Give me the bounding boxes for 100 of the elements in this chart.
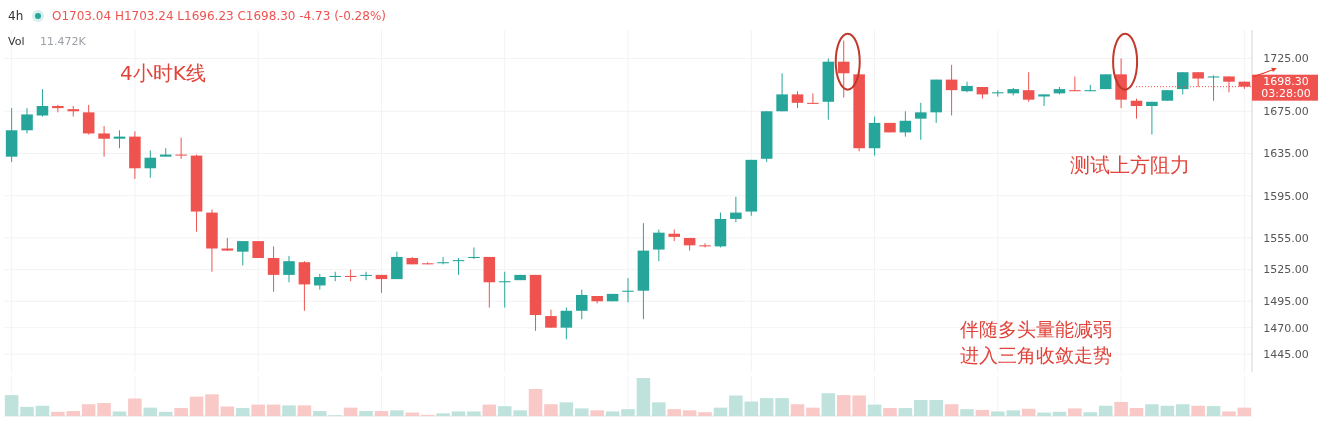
bar	[343, 407, 358, 416]
candlestick	[1176, 71, 1189, 95]
bar	[1129, 408, 1144, 416]
bar	[1037, 412, 1051, 416]
candlestick	[298, 260, 311, 312]
bar	[806, 407, 820, 416]
candlestick	[144, 149, 157, 179]
bar	[883, 408, 897, 416]
bar	[220, 406, 235, 416]
bar	[713, 407, 728, 416]
candlestick	[1022, 71, 1035, 103]
y-tick-label: 1555.00	[1263, 231, 1309, 245]
y-tick-label: 1495.00	[1263, 295, 1309, 309]
candlestick	[52, 104, 64, 113]
bar	[297, 405, 312, 416]
bar	[1206, 406, 1221, 416]
bar	[112, 411, 127, 416]
candlestick	[452, 257, 465, 276]
candlestick	[468, 246, 480, 260]
candlestick	[391, 251, 403, 280]
candlestick	[82, 104, 95, 135]
bar	[1175, 404, 1190, 416]
bar	[652, 402, 666, 416]
bar	[4, 395, 19, 416]
bar	[1145, 404, 1159, 416]
annotation: 伴随多头量能减弱	[960, 318, 1112, 340]
bar	[574, 408, 589, 416]
y-tick-label: 1635.00	[1263, 147, 1309, 161]
chart-title: 4h	[8, 9, 24, 23]
annotation: Vol	[8, 35, 25, 48]
bar	[698, 412, 712, 416]
candlestick	[36, 88, 49, 118]
bar	[20, 406, 34, 416]
bar	[282, 405, 296, 416]
y-tick-label: 1445.00	[1263, 347, 1309, 361]
bar	[1114, 401, 1128, 416]
bar	[436, 413, 450, 416]
bar	[143, 407, 158, 416]
bar	[775, 398, 789, 416]
bar	[621, 409, 635, 416]
bar	[128, 398, 142, 416]
candlestick	[560, 307, 573, 340]
candlestick	[945, 64, 958, 116]
y-tick-label: 1470.00	[1263, 321, 1309, 335]
bar	[1098, 405, 1113, 416]
y-tick-label: 1725.00	[1263, 52, 1309, 66]
bar	[759, 398, 774, 416]
candlestick	[98, 125, 110, 158]
annotation: 11.472K	[40, 35, 87, 48]
candlestick	[899, 110, 912, 138]
candlestick	[837, 40, 850, 99]
candlestick	[175, 137, 187, 160]
bar	[790, 404, 805, 416]
candlestick	[653, 229, 665, 262]
candlestick	[1130, 98, 1143, 120]
candlestick	[622, 277, 634, 303]
bar	[1237, 407, 1252, 416]
bar	[1021, 408, 1036, 416]
candlestick	[236, 240, 249, 266]
bar	[359, 411, 373, 416]
candlestick	[267, 245, 280, 293]
y-tick-label: 1595.00	[1263, 189, 1309, 203]
bar	[1068, 408, 1082, 416]
bar	[944, 404, 959, 416]
bar	[544, 404, 558, 416]
bar	[266, 404, 281, 416]
bar	[390, 410, 404, 416]
candlestick	[1038, 93, 1050, 107]
candlestick	[807, 92, 819, 105]
bar	[559, 402, 574, 416]
bar	[898, 408, 913, 416]
bar	[189, 396, 204, 416]
candlestick	[776, 72, 788, 112]
candlestick	[1207, 74, 1220, 102]
candlestick	[915, 102, 927, 141]
text: O1703.04 H1703.24 L1696.23 C1698.30 -4.73 (-0.28%)	[52, 9, 386, 23]
candlestick	[360, 271, 372, 281]
candlestick	[437, 256, 449, 265]
bar	[205, 394, 219, 416]
bar	[81, 404, 96, 416]
bar	[235, 408, 250, 416]
bar	[682, 410, 697, 416]
bar	[97, 403, 111, 416]
candlestick	[575, 289, 588, 320]
candlestick	[699, 242, 711, 248]
bar	[158, 411, 173, 416]
bar	[975, 409, 990, 416]
candlestick	[961, 81, 973, 93]
bar	[636, 378, 651, 416]
y-tick-label: 1675.00	[1263, 105, 1309, 119]
bar	[467, 411, 481, 416]
candlestick	[283, 255, 295, 283]
candlestick	[1069, 75, 1081, 92]
bar	[251, 404, 265, 416]
bar	[821, 393, 836, 416]
text: 03:28:00	[1261, 86, 1311, 100]
candlestick	[730, 196, 742, 223]
ref-line-label: 1698.30	[1263, 74, 1309, 88]
bar	[1160, 405, 1175, 416]
bar	[374, 411, 389, 416]
